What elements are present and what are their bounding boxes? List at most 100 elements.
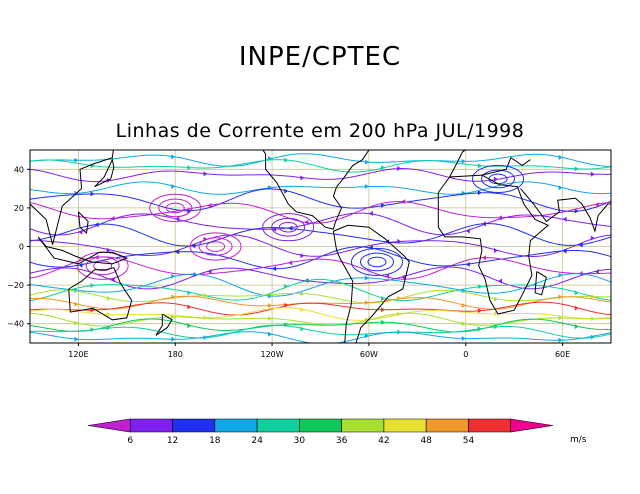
streamline-arrow [385,274,390,280]
streamline-arrow [494,248,499,254]
streamline [30,278,611,302]
streamline-arrow [300,253,305,259]
streamline-arrow [590,334,595,340]
coastline [332,224,410,343]
streamline-arrow [481,221,486,227]
streamline-arrow [477,163,482,169]
colorbar-segment [214,418,258,433]
streamline-arrow [187,323,192,329]
streamline-arrow [284,157,289,163]
vortex-ring [198,237,233,256]
streamline-arrow [171,336,176,342]
streamline-arrow [272,266,277,272]
streamline [30,212,611,236]
lat-tick-label: 20 [14,204,24,213]
lon-tick-label: 180 [168,350,183,359]
vortex-ring [85,256,120,276]
streamline-arrow [110,216,115,222]
streamline-arrow [364,333,369,339]
streamline-arrow [207,203,212,209]
coastlines [30,150,611,343]
colorbar-label: 54 [463,436,475,446]
streamline-arrow [300,326,305,332]
streamline-arrow [574,305,579,311]
streamline-arrow [171,273,176,279]
streamline-arrow [300,307,305,313]
streamline-arrow [90,282,95,288]
coastline [68,267,133,321]
streamline-arrow [78,229,83,235]
streamline-arrow [578,242,583,248]
streamline-arrow [187,165,192,171]
streamline-arrow [74,301,79,307]
streamlines [30,153,611,343]
coastline [94,158,115,188]
streamline-arrow [74,157,79,163]
streamline-arrow [300,175,305,181]
streamline-arrow [558,154,563,160]
vortex-ring [472,164,525,194]
lat-tick-label: 0 [19,243,24,252]
streamline-arrow [461,158,466,164]
streamline-arrow [300,291,305,297]
lon-tick-label: 0 [463,350,468,359]
streamline-arrow [381,164,386,170]
colorbar-label: 6 [127,436,133,446]
streamline-arrow [78,262,83,268]
vortex-ring [149,193,202,222]
streamline [30,234,611,258]
map-subtitle: Linhas de Corrente em 200 hPa JUL/1998 [115,120,525,142]
streamline-arrow [381,319,386,325]
colorbar-segment [341,418,385,433]
streamline [30,331,611,343]
lat-tick-label: 40 [14,165,24,174]
colorbar-segment [425,418,469,433]
lon-tick-label: 120E [68,350,88,359]
colorbar-segment [256,418,300,433]
colorbar-segment [510,418,554,433]
streamline-arrow [106,325,111,331]
streamline-arrow [288,225,293,231]
streamline-arrow [187,290,192,296]
streamline-arrow [381,307,386,313]
colorbar-segment [383,418,427,433]
streamline-arrow [284,283,289,289]
streamline-arrow [268,316,273,322]
colorbar-segment [468,418,512,433]
coastline [437,174,550,315]
streamline-arrow [574,208,579,214]
streamline [30,324,611,339]
vortex-ring [206,241,226,252]
streamline-arrow [207,268,212,274]
coastline [37,236,129,265]
streamline [30,318,611,333]
streamline-arrow [288,260,293,266]
streamline-arrow [494,176,499,182]
streamline-arrow [171,184,176,190]
streamline-arrow [590,294,595,300]
streamline-arrow [562,248,567,254]
streamline [30,301,611,316]
streamline-arrow [171,294,176,300]
vortex-ring [350,247,403,277]
streamline-arrow [203,293,208,299]
streamline-arrow [304,219,309,225]
vortex-ring [165,202,185,214]
streamline-arrow [574,290,579,296]
streamline-arrow [74,287,79,293]
streamline-arrow [74,320,79,326]
vortex-ring [278,221,298,233]
coastline [155,313,173,336]
colorbar-label: 24 [251,436,263,446]
colorbar-units: m/s [570,435,587,445]
streamline-arrow [562,216,567,222]
streamline-arrow [494,311,499,317]
streamline-arrow [74,336,79,342]
streamline-arrow [397,166,402,172]
lat-tick-label: −20 [7,281,24,290]
coastline [449,150,467,178]
coastline [534,271,547,296]
streamline-arrow [494,296,499,302]
streamline [30,181,611,195]
